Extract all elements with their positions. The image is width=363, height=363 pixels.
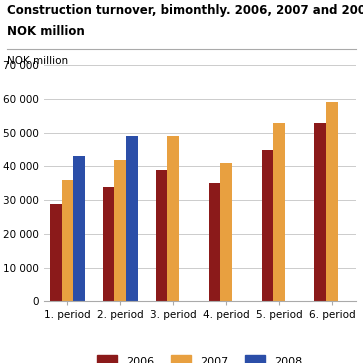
Bar (73, 156, 85, 301)
Text: Construction turnover, bimonthly. 2006, 2007 and 2008.: Construction turnover, bimonthly. 2006, … (7, 4, 363, 17)
Text: NOK million: NOK million (7, 25, 85, 38)
Text: NOK million: NOK million (7, 56, 68, 66)
Bar (114, 160, 126, 301)
Bar (326, 102, 338, 301)
Bar (314, 123, 326, 301)
Bar (156, 170, 167, 301)
Bar (220, 163, 232, 301)
Bar (167, 136, 179, 301)
Bar (126, 136, 138, 301)
Bar (62, 180, 73, 301)
Bar (103, 187, 114, 301)
Bar (50, 204, 62, 301)
Bar (273, 123, 285, 301)
Bar (262, 150, 273, 301)
Legend: 2006, 2007, 2008: 2006, 2007, 2008 (92, 349, 307, 363)
Bar (209, 183, 220, 301)
